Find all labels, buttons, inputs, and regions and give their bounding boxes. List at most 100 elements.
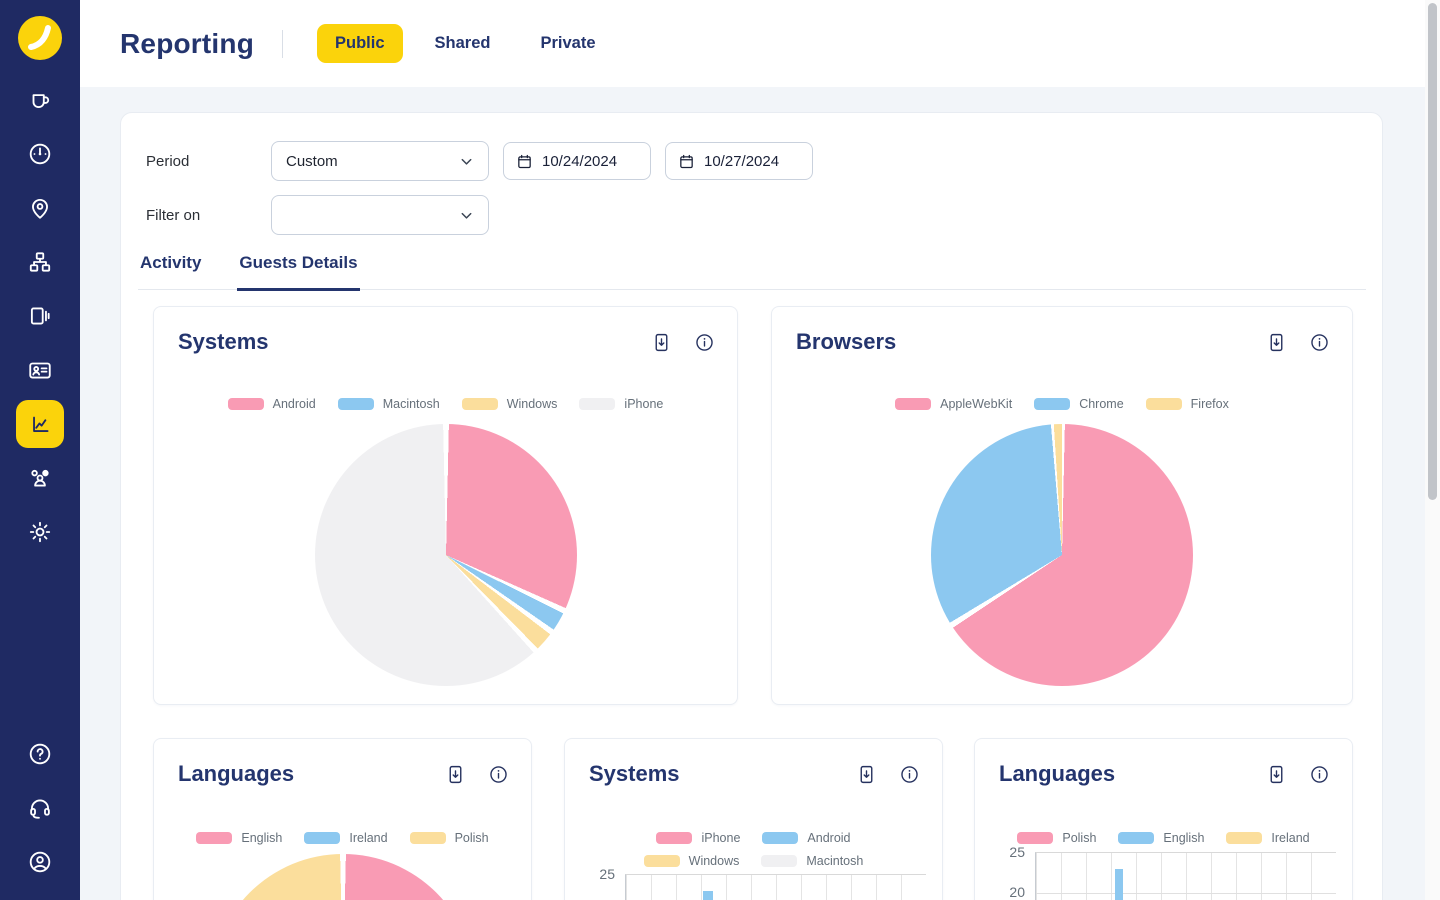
legend-swatch xyxy=(762,832,799,844)
legend-swatch xyxy=(461,398,498,410)
reporting-panel: Period Custom 10/24/2024 10/27/2024 xyxy=(120,112,1383,900)
legend-item[interactable]: Polish xyxy=(1017,831,1096,845)
visibility-tabs: Public Shared Private xyxy=(317,24,614,63)
legend-item[interactable]: AppleWebKit xyxy=(895,397,1012,411)
legend-item[interactable]: Android xyxy=(762,831,851,845)
legend-label: Android xyxy=(272,397,316,411)
legend-swatch xyxy=(1034,398,1071,410)
sidebar-item-dashboard[interactable] xyxy=(16,130,64,178)
legend-label: Windows xyxy=(506,397,558,411)
languages-bar-plot xyxy=(1035,852,1336,900)
info-icon[interactable] xyxy=(694,332,715,353)
contact-card-icon xyxy=(29,362,51,379)
report-tabs: Activity Guests Details xyxy=(138,249,1366,291)
legend-item[interactable]: Polish xyxy=(409,831,489,845)
tab-public[interactable]: Public xyxy=(317,24,403,63)
support-headset-icon xyxy=(30,799,50,819)
legend-item[interactable]: Android xyxy=(227,397,316,411)
sidebar-item-help[interactable] xyxy=(16,730,64,778)
period-select[interactable]: Custom xyxy=(271,141,489,181)
location-pin-icon xyxy=(32,199,48,219)
sidebar-item-settings[interactable] xyxy=(16,508,64,556)
info-icon[interactable] xyxy=(1309,764,1330,785)
download-icon[interactable] xyxy=(445,764,466,785)
gridline xyxy=(1036,893,1336,894)
account-icon xyxy=(29,851,51,873)
tab-guests-details[interactable]: Guests Details xyxy=(237,249,360,291)
settings-icon xyxy=(29,521,51,543)
calendar-icon xyxy=(678,153,695,170)
sidebar-item-sitemap[interactable] xyxy=(16,238,64,286)
download-icon[interactable] xyxy=(856,764,877,785)
date-to-value: 10/27/2024 xyxy=(704,152,780,170)
filter-on-label: Filter on xyxy=(146,206,201,224)
legend-item[interactable]: Macintosh xyxy=(761,854,863,868)
legend-label: Chrome xyxy=(1079,397,1124,411)
legend-item[interactable]: English xyxy=(196,831,282,845)
languages-pie-chart xyxy=(211,854,475,900)
legend-label: Windows xyxy=(688,854,740,868)
legend-swatch xyxy=(196,832,233,844)
legend-item[interactable]: English xyxy=(1118,831,1204,845)
card-title: Browsers xyxy=(796,329,897,354)
y-axis-tick: 25 xyxy=(1009,844,1025,860)
sidebar-item-support[interactable] xyxy=(16,784,64,832)
chart-legend: iPhone Android Windows Macintosh xyxy=(595,831,912,868)
sidebar-item-locations[interactable] xyxy=(16,184,64,232)
date-from-input[interactable]: 10/24/2024 xyxy=(503,142,651,180)
download-icon[interactable] xyxy=(1266,764,1287,785)
legend-swatch xyxy=(1017,832,1054,844)
info-icon[interactable] xyxy=(488,764,509,785)
sitemap-icon xyxy=(29,252,51,272)
legend-swatch xyxy=(761,855,798,867)
sidebar-item-account[interactable] xyxy=(16,838,64,886)
legend-label: Polish xyxy=(1062,831,1097,845)
legend-item[interactable]: Ireland xyxy=(1226,831,1310,845)
legend-item[interactable]: Windows xyxy=(643,854,740,868)
legend-label: iPhone xyxy=(701,831,741,845)
tab-shared[interactable]: Shared xyxy=(434,34,491,52)
scrollbar-track[interactable] xyxy=(1425,0,1440,900)
languages-bar-card: Languages Polish English Ireland 25 20 xyxy=(974,738,1353,900)
chart-legend: AppleWebKit Chrome Firefox xyxy=(784,397,1340,411)
legend-item[interactable]: iPhone xyxy=(656,831,740,845)
legend-swatch xyxy=(337,398,374,410)
filter-on-select[interactable] xyxy=(271,195,489,235)
legend-swatch xyxy=(656,832,693,844)
sidebar-item-analytics[interactable] xyxy=(16,400,64,448)
download-icon[interactable] xyxy=(651,332,672,353)
logo-swoosh-icon xyxy=(28,25,51,50)
tab-private[interactable]: Private xyxy=(540,34,596,52)
sidebar-item-doors[interactable] xyxy=(16,292,64,340)
card-title: Systems xyxy=(178,329,269,354)
legend-item[interactable]: Windows xyxy=(461,397,558,411)
legend-item[interactable]: Chrome xyxy=(1034,397,1124,411)
legend-item[interactable]: iPhone xyxy=(579,397,663,411)
bar-android xyxy=(703,891,713,900)
sidebar xyxy=(0,0,80,900)
legend-item[interactable]: Macintosh xyxy=(337,397,440,411)
date-to-input[interactable]: 10/27/2024 xyxy=(665,142,813,180)
sidebar-item-contacts[interactable] xyxy=(16,346,64,394)
legend-label: Firefox xyxy=(1190,397,1229,411)
tab-activity[interactable]: Activity xyxy=(140,253,202,272)
legend-label: Android xyxy=(807,831,851,845)
sidebar-item-team[interactable] xyxy=(16,454,64,502)
analytics-icon xyxy=(33,416,49,432)
legend-label: Polish xyxy=(454,831,489,845)
legend-label: English xyxy=(1163,831,1205,845)
app-logo[interactable] xyxy=(18,16,62,60)
info-icon[interactable] xyxy=(1309,332,1330,353)
sidebar-item-rooms[interactable] xyxy=(16,76,64,124)
info-icon[interactable] xyxy=(899,764,920,785)
scrollbar-thumb[interactable] xyxy=(1428,3,1437,500)
help-icon xyxy=(29,743,51,765)
legend-label: AppleWebKit xyxy=(940,397,1013,411)
legend-item[interactable]: Ireland xyxy=(304,831,388,845)
download-icon[interactable] xyxy=(1266,332,1287,353)
chevron-down-icon xyxy=(459,154,474,169)
legend-swatch xyxy=(1226,832,1263,844)
chart-legend: English Ireland Polish xyxy=(166,831,519,845)
legend-swatch xyxy=(1145,398,1182,410)
legend-item[interactable]: Firefox xyxy=(1145,397,1229,411)
